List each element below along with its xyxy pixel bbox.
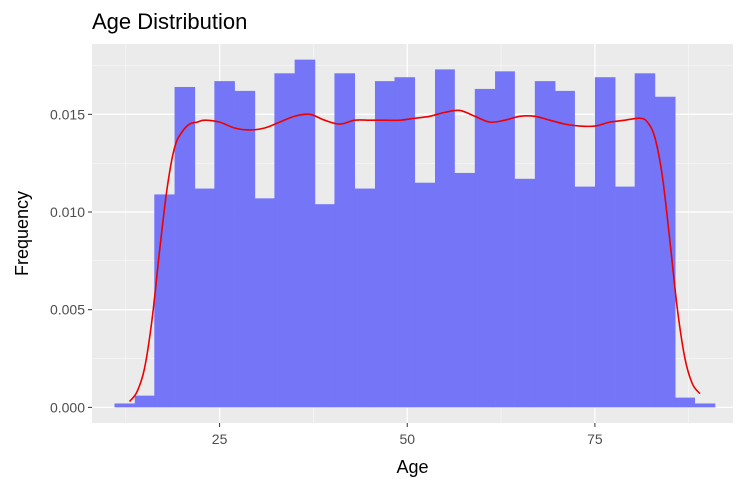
x-axis-title: Age [396, 457, 428, 477]
histogram-bar [454, 172, 476, 408]
axes: 25 50 75 0.000 0.005 0.010 0.015 [50, 106, 603, 447]
histogram-bar [174, 86, 196, 408]
histogram-bars [114, 59, 716, 408]
histogram-bar [435, 69, 455, 408]
histogram-bar [675, 397, 696, 408]
histogram-bar [414, 182, 436, 408]
histogram-bar [555, 90, 575, 408]
histogram-bar [274, 73, 295, 408]
histogram-bar [194, 188, 215, 408]
histogram-bar [534, 81, 556, 408]
y-tick-label: 0.015 [50, 106, 85, 122]
x-tick-label: 75 [587, 431, 603, 447]
histogram-bar [234, 90, 256, 408]
histogram-bar [514, 178, 536, 408]
histogram-bar [495, 71, 515, 408]
histogram-bar [294, 59, 316, 408]
x-tick-label: 25 [212, 431, 228, 447]
histogram-bar [314, 204, 335, 408]
histogram-bar [334, 73, 356, 408]
histogram-bar [354, 188, 376, 408]
histogram-bar [594, 77, 616, 408]
histogram-bar [134, 395, 155, 408]
histogram-bar [214, 81, 235, 408]
histogram-bar [114, 403, 136, 408]
y-tick-label: 0.000 [50, 399, 85, 415]
histogram-bar [474, 88, 496, 408]
histogram-bar [654, 96, 676, 408]
histogram-bar [154, 194, 175, 408]
density-line [128, 109, 701, 403]
histogram-bar [694, 403, 716, 408]
histogram-bar [394, 77, 416, 408]
histogram-bar [634, 73, 656, 408]
y-tick-label: 0.010 [50, 204, 85, 220]
histogram-bar [374, 81, 395, 408]
histogram-bar [615, 186, 635, 408]
chart-title: Age Distribution [92, 9, 247, 34]
density-curve-group [128, 109, 701, 403]
y-axis-title: Frequency [12, 191, 32, 276]
histogram-bar [254, 198, 275, 408]
x-tick-label: 50 [399, 431, 415, 447]
y-tick-label: 0.005 [50, 302, 85, 318]
histogram-bar [574, 186, 596, 408]
